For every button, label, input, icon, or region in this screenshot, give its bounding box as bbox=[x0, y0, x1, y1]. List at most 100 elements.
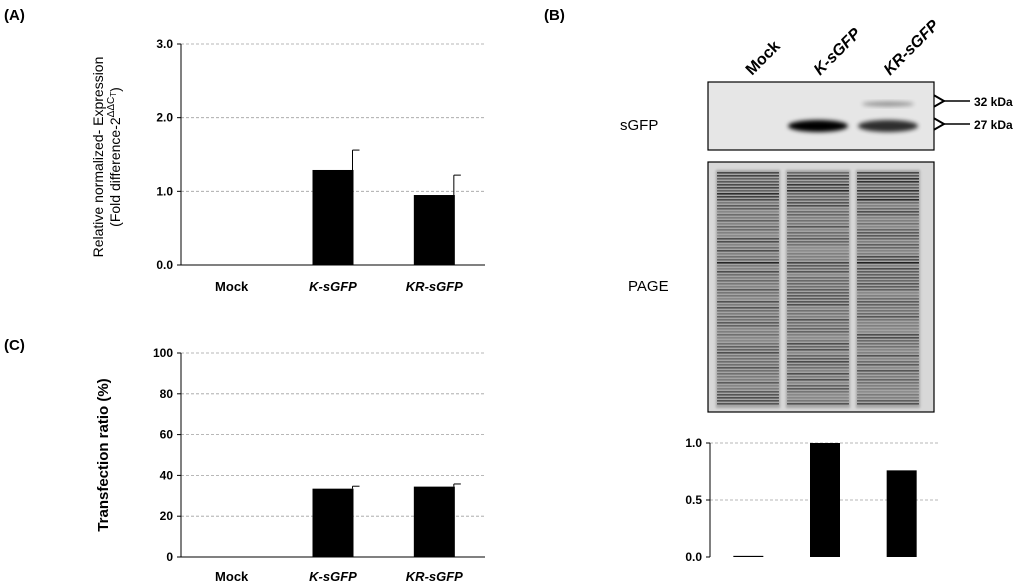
gel-stripe bbox=[787, 298, 849, 300]
gel-stripe bbox=[787, 262, 849, 264]
gel-stripe bbox=[787, 241, 849, 243]
bar-kr-sgfp bbox=[886, 470, 917, 557]
gel-stripe bbox=[787, 214, 849, 216]
gel-stripe bbox=[857, 283, 919, 285]
gel-stripe bbox=[787, 295, 849, 297]
gel-stripe bbox=[717, 214, 779, 216]
panel-label-b: (B) bbox=[544, 7, 565, 24]
gel-stripe bbox=[857, 202, 919, 204]
gel-stripe bbox=[857, 211, 919, 213]
gel-stripe bbox=[787, 256, 849, 258]
gel-stripe bbox=[717, 283, 779, 285]
gel-stripe bbox=[857, 199, 919, 201]
gel-stripe bbox=[857, 346, 919, 348]
gel-stripe bbox=[787, 235, 849, 237]
gel-stripe bbox=[857, 193, 919, 195]
gel-stripe bbox=[717, 256, 779, 258]
gel-stripe bbox=[717, 355, 779, 357]
sgfp-blot-box bbox=[707, 81, 935, 151]
chart-a-ylabel-close: ) bbox=[107, 87, 123, 92]
gel-stripe bbox=[857, 307, 919, 309]
band-27kda-k-sgfp bbox=[788, 120, 848, 132]
gel-stripe bbox=[857, 331, 919, 333]
gel-stripe bbox=[717, 238, 779, 240]
y-tick-label: 80 bbox=[160, 387, 174, 401]
gel-stripe bbox=[717, 370, 779, 372]
gel-stripe bbox=[717, 367, 779, 369]
gel-stripe bbox=[717, 274, 779, 276]
gel-stripe bbox=[857, 277, 919, 279]
gel-stripe bbox=[787, 361, 849, 363]
gel-stripe bbox=[717, 343, 779, 345]
gel-stripe bbox=[787, 289, 849, 291]
gel-stripe bbox=[717, 394, 779, 396]
bar-kr-sgfp bbox=[413, 195, 455, 265]
gel-stripe bbox=[717, 286, 779, 288]
gel-stripe bbox=[787, 283, 849, 285]
gel-stripe bbox=[717, 403, 779, 405]
gel-stripe bbox=[717, 391, 779, 393]
gel-stripe bbox=[857, 220, 919, 222]
gel-stripe bbox=[787, 343, 849, 345]
gel-stripe bbox=[857, 265, 919, 267]
gel-stripe bbox=[787, 379, 849, 381]
chart-c-categories: Mock K-sGFP KR-sGFP bbox=[215, 569, 463, 584]
gel-stripe bbox=[857, 328, 919, 330]
gel-stripe bbox=[787, 292, 849, 294]
gel-stripe bbox=[787, 394, 849, 396]
gel-stripe bbox=[857, 205, 919, 207]
gel-stripe bbox=[717, 322, 779, 324]
category-label-mock: Mock bbox=[215, 569, 249, 584]
gel-stripe bbox=[857, 238, 919, 240]
gel-stripe bbox=[717, 364, 779, 366]
y-tick-label: 0.0 bbox=[685, 550, 702, 564]
gel-stripe bbox=[857, 316, 919, 318]
gel-stripe bbox=[717, 325, 779, 327]
gel-stripe bbox=[857, 385, 919, 387]
bar-k-sgfp bbox=[312, 169, 354, 265]
gel-stripe bbox=[787, 199, 849, 201]
gel-stripe bbox=[857, 175, 919, 177]
gel-stripe bbox=[717, 175, 779, 177]
gel-stripe bbox=[717, 400, 779, 402]
gel-stripe bbox=[787, 178, 849, 180]
gel-stripe bbox=[857, 352, 919, 354]
gel-stripe bbox=[857, 400, 919, 402]
gel-stripe bbox=[717, 181, 779, 183]
chart-c-ylabel: Transfection ratio (%) bbox=[95, 378, 112, 531]
chart-a-ylabel-main: (Fold difference-2 bbox=[107, 117, 123, 227]
gel-stripe bbox=[787, 352, 849, 354]
gel-stripe bbox=[717, 376, 779, 378]
gel-stripe bbox=[787, 382, 849, 384]
gel-stripe bbox=[717, 208, 779, 210]
gel-stripe bbox=[857, 325, 919, 327]
gel-stripe bbox=[787, 268, 849, 270]
bar-mock bbox=[733, 555, 764, 557]
gel-stripe bbox=[717, 349, 779, 351]
gel-stripe bbox=[787, 316, 849, 318]
gel-stripe bbox=[717, 304, 779, 306]
gel-stripe bbox=[857, 262, 919, 264]
gel-stripe bbox=[787, 181, 849, 183]
gel-stripe bbox=[787, 370, 849, 372]
gel-stripe bbox=[717, 307, 779, 309]
gel-stripe bbox=[857, 304, 919, 306]
gel-stripe bbox=[787, 376, 849, 378]
gel-stripe bbox=[717, 316, 779, 318]
gel-stripe bbox=[857, 355, 919, 357]
gel-stripe bbox=[787, 319, 849, 321]
gel-stripe bbox=[857, 322, 919, 324]
band-27kda-kr-sgfp bbox=[858, 120, 918, 132]
gel-stripe bbox=[857, 337, 919, 339]
gel-stripe bbox=[787, 304, 849, 306]
gel-stripe bbox=[787, 271, 849, 273]
gel-stripe bbox=[717, 361, 779, 363]
gel-stripe bbox=[717, 280, 779, 282]
gel-stripe bbox=[857, 334, 919, 336]
gel-stripe bbox=[717, 193, 779, 195]
gel-stripe bbox=[717, 340, 779, 342]
bar-k-sgfp bbox=[312, 488, 354, 557]
gel-stripe bbox=[857, 364, 919, 366]
sgfp-bands bbox=[788, 101, 918, 132]
